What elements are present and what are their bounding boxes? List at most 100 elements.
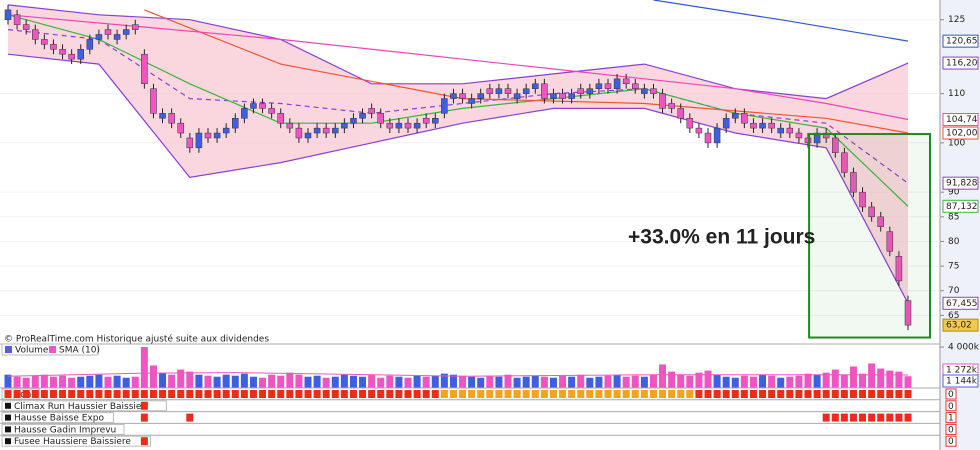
volume-bar: [213, 376, 221, 388]
candle-body: [841, 152, 848, 173]
zone-block: [504, 390, 512, 398]
volume-bar: [222, 374, 230, 388]
candle-body: [632, 83, 639, 89]
zone-block: [249, 390, 257, 398]
y-tick-label: 125: [948, 15, 965, 25]
zone-block: [686, 390, 694, 398]
volume-bar: [586, 377, 594, 388]
zone-block: [495, 390, 503, 398]
zone-block: [640, 390, 648, 398]
candle-body: [386, 122, 394, 129]
candle-body: [732, 113, 739, 119]
volume-bar: [204, 375, 212, 388]
value-tag: [945, 423, 957, 435]
volume-bar: [77, 376, 85, 388]
value-tag-label: 0: [948, 425, 954, 435]
zone-block: [322, 390, 330, 398]
value-tag: [942, 374, 979, 388]
y-tick-label: 65: [948, 311, 959, 321]
y-tick-label: 70: [948, 286, 960, 296]
zone-block: [549, 390, 557, 398]
volume-bar: [713, 374, 721, 388]
zone-block: [831, 390, 839, 398]
value-tag-label: 1: [948, 414, 954, 424]
volume-bar: [559, 375, 567, 388]
volume-bar: [149, 365, 157, 388]
zone-block: [231, 390, 239, 398]
zone-block: [77, 390, 85, 398]
moving-average: [653, 0, 909, 42]
candle-body: [432, 118, 439, 124]
volume-bar: [159, 372, 167, 388]
volume-bar: [295, 374, 303, 388]
candle-body: [686, 118, 694, 129]
zone-block: [668, 390, 676, 398]
value-tag-label: 0: [948, 402, 954, 412]
volume-bar: [377, 377, 385, 388]
y-tick-label: 75: [948, 262, 959, 272]
candle-body: [68, 53, 75, 60]
volume-bar: [368, 374, 376, 388]
moving-average: [7, 14, 909, 207]
volume-bar: [831, 369, 839, 388]
volume-bar: [686, 375, 694, 388]
volume-bar: [286, 372, 294, 388]
panel-title-swatch: [5, 414, 11, 421]
candle-body: [404, 122, 412, 129]
zone-block: [768, 390, 776, 398]
candle-body: [441, 98, 448, 114]
value-tag: [945, 412, 957, 424]
zone-block: [440, 390, 448, 398]
panel-title: Climax Run Haussier Baissier: [14, 402, 145, 412]
zone-block: [195, 390, 203, 398]
volume-bar: [595, 376, 603, 388]
value-tag: [942, 296, 979, 310]
volume-bar: [540, 376, 548, 388]
zone-block: [313, 390, 321, 398]
candle-body: [313, 127, 321, 134]
zone-block: [31, 390, 39, 398]
zone-block: [577, 390, 585, 398]
candle-body: [759, 122, 766, 129]
zone-block: [177, 390, 185, 398]
zone-block: [531, 390, 539, 398]
zone-block: [149, 390, 157, 398]
zone-block: [140, 390, 148, 398]
candle-body: [41, 39, 48, 45]
volume-bar: [731, 377, 739, 388]
volume-bar: [331, 376, 339, 388]
candle-body: [213, 132, 221, 139]
volume-bar: [349, 375, 357, 388]
legend-label: Volume: [15, 346, 49, 356]
value-tag-label: 87,132: [946, 202, 978, 212]
candle-body: [350, 118, 357, 124]
volume-bar: [49, 376, 57, 388]
volume-bar: [268, 374, 276, 388]
volume-bar: [649, 374, 657, 388]
signal-block: [904, 413, 912, 422]
candle-body: [704, 132, 712, 144]
zone-block: [859, 390, 867, 398]
candle-body: [268, 108, 275, 114]
zone-block: [604, 390, 612, 398]
volume-bar: [895, 371, 903, 388]
volume-bar: [31, 375, 39, 388]
volume-bar: [422, 376, 430, 388]
candle-body: [486, 88, 494, 94]
candle-body: [741, 113, 748, 124]
candle-body: [904, 300, 912, 326]
zone-block: [459, 390, 467, 398]
y-tick-label: 100: [948, 138, 965, 148]
zone-block: [886, 390, 894, 398]
zone-block: [40, 390, 48, 398]
zone-block: [649, 390, 657, 398]
moving-average: [7, 14, 909, 121]
volume-bar: [359, 376, 367, 388]
candle-body: [377, 113, 384, 124]
panel-title: Fusee Haussiere Baissiere: [14, 437, 131, 447]
zone-block: [259, 390, 267, 398]
zone-block: [131, 390, 139, 398]
volume-bar: [95, 374, 103, 388]
zone-block: [586, 390, 594, 398]
panel-title-swatch: [5, 426, 11, 433]
